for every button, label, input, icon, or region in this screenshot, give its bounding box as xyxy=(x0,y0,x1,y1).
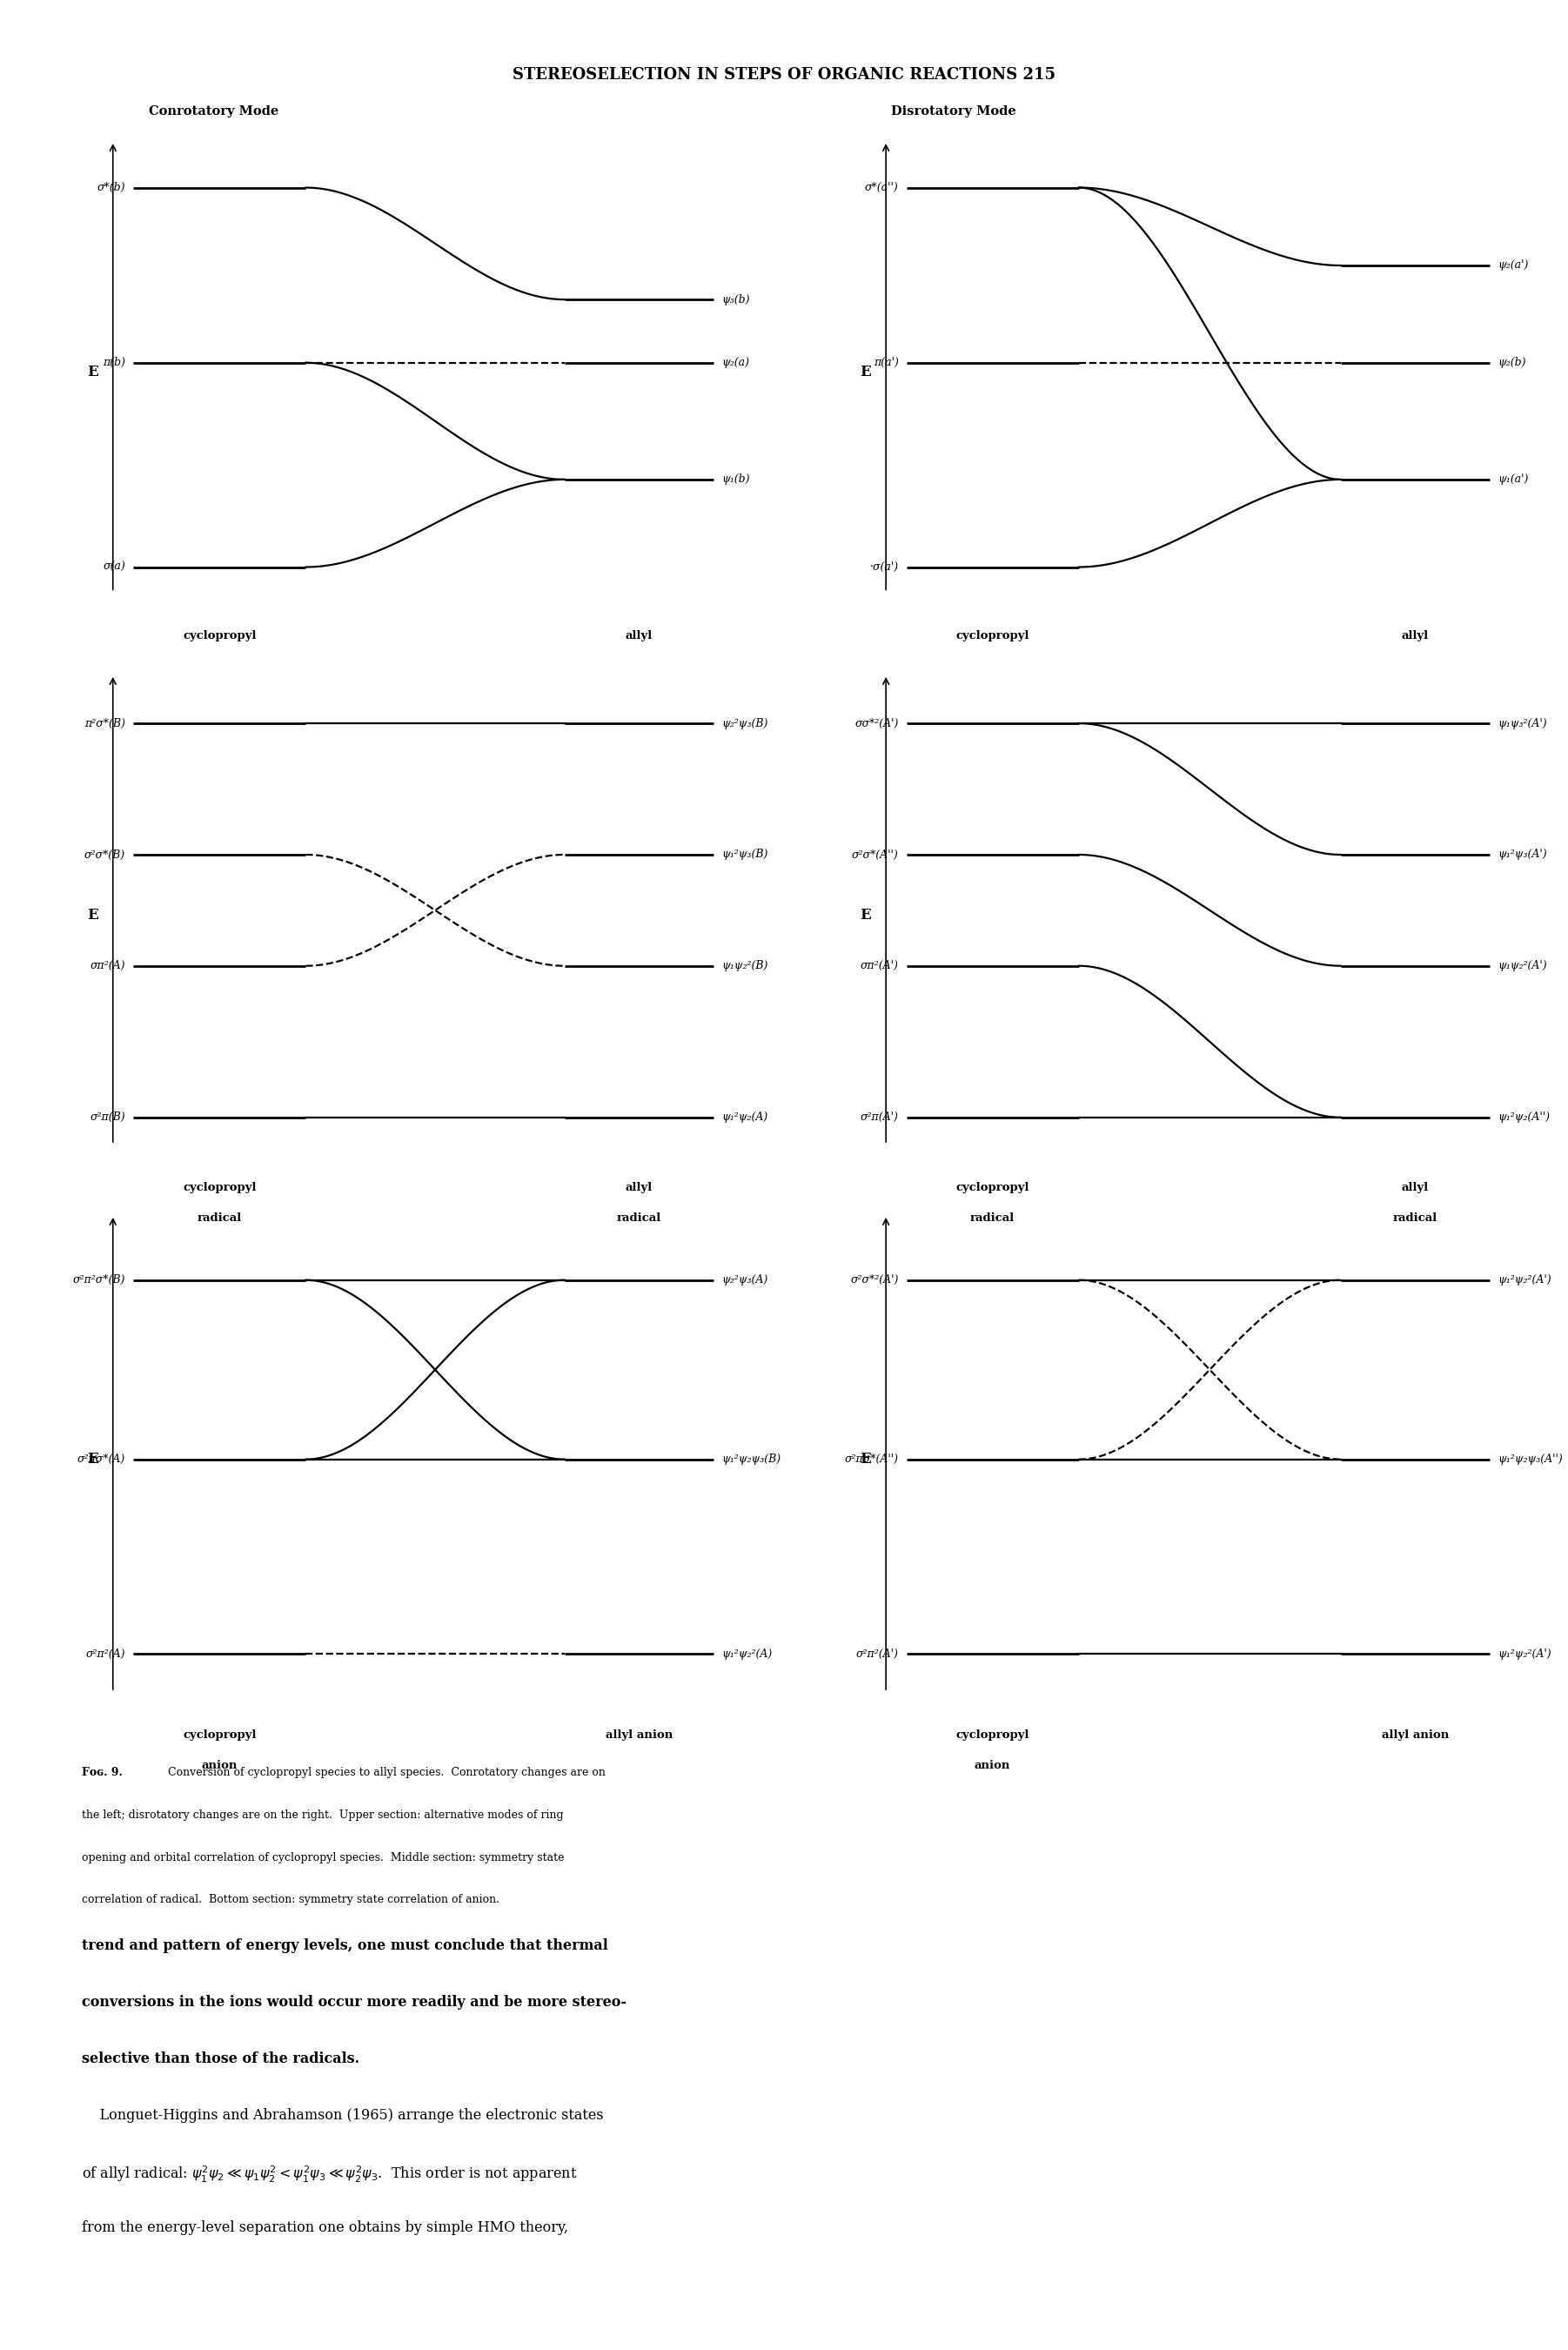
Text: cyclopropyl: cyclopropyl xyxy=(956,1730,1029,1741)
Text: σ²π(B): σ²π(B) xyxy=(89,1112,125,1123)
Text: ψ₁ψ₂²(A'): ψ₁ψ₂²(A') xyxy=(1497,961,1546,971)
Text: radical: radical xyxy=(971,1213,1014,1224)
Text: selective than those of the radicals.: selective than those of the radicals. xyxy=(82,2052,359,2066)
Text: Longuet-Higgins and Abrahamson (1965) arrange the electronic states: Longuet-Higgins and Abrahamson (1965) ar… xyxy=(82,2108,604,2122)
Text: opening and orbital correlation of cyclopropyl species.  Middle section: symmetr: opening and orbital correlation of cyclo… xyxy=(82,1852,564,1864)
Text: ψ₁²ψ₂ψ₃(A''): ψ₁²ψ₂ψ₃(A'') xyxy=(1497,1455,1562,1464)
Text: ψ₂(a): ψ₂(a) xyxy=(721,357,750,369)
Text: σ²πσ*(A): σ²πσ*(A) xyxy=(77,1455,125,1464)
Text: ψ₂²ψ₃(A): ψ₂²ψ₃(A) xyxy=(721,1274,768,1285)
Text: allyl anion: allyl anion xyxy=(605,1730,673,1741)
Text: ψ₂²ψ₃(B): ψ₂²ψ₃(B) xyxy=(721,717,768,728)
Text: ψ₁ψ₂²(B): ψ₁ψ₂²(B) xyxy=(721,961,768,971)
Text: E: E xyxy=(859,364,872,381)
Text: σ²σ*(A''): σ²σ*(A'') xyxy=(851,848,898,860)
Text: σ²σ*²(A'): σ²σ*²(A') xyxy=(850,1274,898,1285)
Text: π(b): π(b) xyxy=(103,357,125,369)
Text: σ*(a''): σ*(a'') xyxy=(864,181,898,193)
Text: anion: anion xyxy=(975,1760,1010,1772)
Text: σ²πσ*(A''): σ²πσ*(A'') xyxy=(845,1455,898,1464)
Text: E: E xyxy=(86,364,99,381)
Text: Conrotatory Mode: Conrotatory Mode xyxy=(149,106,279,118)
Text: σ²π²(A): σ²π²(A) xyxy=(86,1647,125,1659)
Text: ψ₁²ψ₂(A): ψ₁²ψ₂(A) xyxy=(721,1112,768,1123)
Text: STEREOSELECTION IN STEPS OF ORGANIC REACTIONS 215: STEREOSELECTION IN STEPS OF ORGANIC REAC… xyxy=(513,68,1055,82)
Text: Disrotatory Mode: Disrotatory Mode xyxy=(891,106,1016,118)
Text: ψ₁²ψ₂ψ₃(B): ψ₁²ψ₂ψ₃(B) xyxy=(721,1455,781,1464)
Text: cyclopropyl: cyclopropyl xyxy=(956,1182,1029,1194)
Text: σ*(b): σ*(b) xyxy=(97,181,125,193)
Text: anion: anion xyxy=(202,1760,237,1772)
Text: radical: radical xyxy=(1392,1213,1438,1224)
Text: ψ₁ψ₃²(A'): ψ₁ψ₃²(A') xyxy=(1497,717,1546,728)
Text: σπ²(A'): σπ²(A') xyxy=(861,961,898,971)
Text: of allyl radical: $\psi_1^2\psi_2 \ll \psi_1\psi_2^2 < \psi_1^2\psi_3 \ll \psi_2: of allyl radical: $\psi_1^2\psi_2 \ll \p… xyxy=(82,2164,577,2186)
Text: trend and pattern of energy levels, one must conclude that thermal: trend and pattern of energy levels, one … xyxy=(82,1939,608,1953)
Text: σπ²(A): σπ²(A) xyxy=(91,961,125,971)
Text: Conversion of cyclopropyl species to allyl species.  Conrotatory changes are on: Conversion of cyclopropyl species to all… xyxy=(168,1767,605,1779)
Text: E: E xyxy=(859,1452,872,1466)
Text: allyl: allyl xyxy=(626,1182,652,1194)
Text: ψ₁²ψ₂²(A'): ψ₁²ψ₂²(A') xyxy=(1497,1274,1551,1285)
Text: E: E xyxy=(859,907,872,924)
Text: ψ₁²ψ₃(B): ψ₁²ψ₃(B) xyxy=(721,848,768,860)
Text: E: E xyxy=(86,1452,99,1466)
Text: the left; disrotatory changes are on the right.  Upper section: alternative mode: the left; disrotatory changes are on the… xyxy=(82,1810,563,1821)
Text: ψ₂(b): ψ₂(b) xyxy=(1497,357,1526,369)
Text: ψ₁(b): ψ₁(b) xyxy=(721,475,750,484)
Text: cyclopropyl: cyclopropyl xyxy=(183,1182,256,1194)
Text: allyl anion: allyl anion xyxy=(1381,1730,1449,1741)
Text: cyclopropyl: cyclopropyl xyxy=(956,630,1029,642)
Text: Fᴏɢ. 9.: Fᴏɢ. 9. xyxy=(82,1767,122,1779)
Text: σ²π²σ*(B): σ²π²σ*(B) xyxy=(72,1274,125,1285)
Text: E: E xyxy=(86,907,99,924)
Text: conversions in the ions would occur more readily and be more stereo-: conversions in the ions would occur more… xyxy=(82,1995,626,2009)
Text: cyclopropyl: cyclopropyl xyxy=(183,1730,256,1741)
Text: radical: radical xyxy=(616,1213,662,1224)
Text: ψ₃(b): ψ₃(b) xyxy=(721,294,750,306)
Text: ψ₁²ψ₃(A'): ψ₁²ψ₃(A') xyxy=(1497,848,1546,860)
Text: allyl: allyl xyxy=(1402,1182,1428,1194)
Text: σ²π²(A'): σ²π²(A') xyxy=(856,1647,898,1659)
Text: σ(a): σ(a) xyxy=(103,562,125,573)
Text: π(a'): π(a') xyxy=(873,357,898,369)
Text: allyl: allyl xyxy=(626,630,652,642)
Text: ·σ(a'): ·σ(a') xyxy=(870,562,898,573)
Text: cyclopropyl: cyclopropyl xyxy=(183,630,256,642)
Text: ψ₁²ψ₂²(A'): ψ₁²ψ₂²(A') xyxy=(1497,1647,1551,1659)
Text: from the energy-level separation one obtains by simple HMO theory,: from the energy-level separation one obt… xyxy=(82,2221,568,2235)
Text: σσ*²(A'): σσ*²(A') xyxy=(855,717,898,728)
Text: correlation of radical.  Bottom section: symmetry state correlation of anion.: correlation of radical. Bottom section: … xyxy=(82,1894,499,1906)
Text: σ²σ*(B): σ²σ*(B) xyxy=(85,848,125,860)
Text: ψ₁²ψ₂²(A): ψ₁²ψ₂²(A) xyxy=(721,1647,771,1659)
Text: ψ₁(a'): ψ₁(a') xyxy=(1497,475,1529,484)
Text: radical: radical xyxy=(198,1213,241,1224)
Text: ψ₁²ψ₂(A''): ψ₁²ψ₂(A'') xyxy=(1497,1112,1549,1123)
Text: π²σ*(B): π²σ*(B) xyxy=(85,717,125,728)
Text: ψ₂(a'): ψ₂(a') xyxy=(1497,261,1529,270)
Text: allyl: allyl xyxy=(1402,630,1428,642)
Text: σ²π(A'): σ²π(A') xyxy=(861,1112,898,1123)
